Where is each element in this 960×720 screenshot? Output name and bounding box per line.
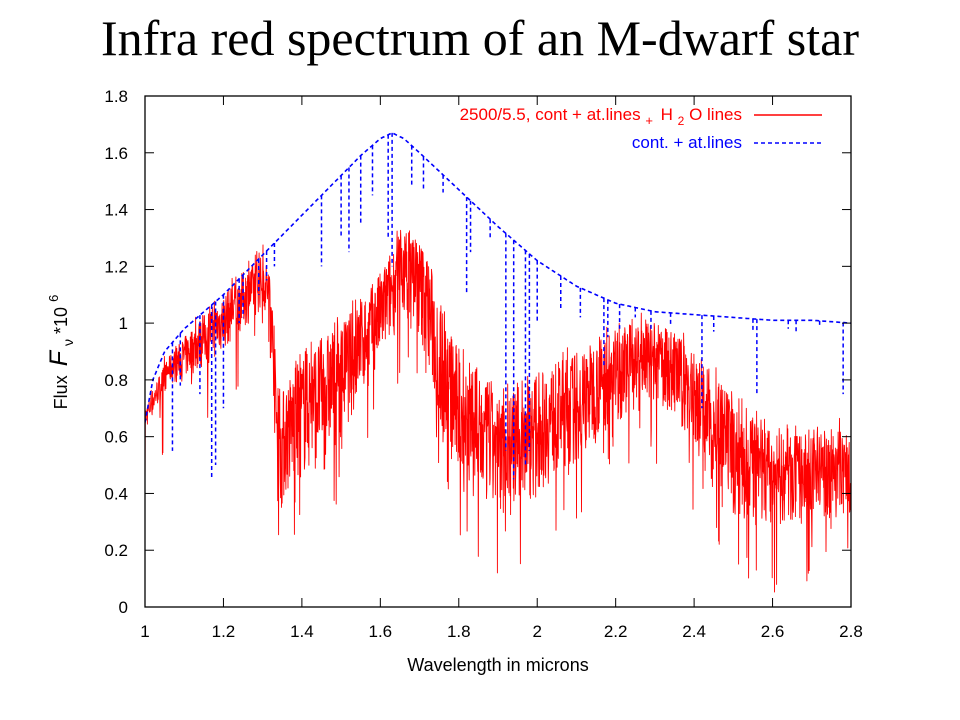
y-tick-label: 0.6 [104, 428, 128, 447]
red-spectrum-line [145, 229, 851, 593]
y-axis: 0 0.2 0.4 0.6 0.8 1 1.2 1.4 1.6 1.8 [104, 87, 851, 617]
y-tick-label: 1 [119, 314, 128, 333]
series-red-h2o-lines [145, 229, 851, 593]
legend: 2500/5.5, cont + at.lines + H 2 O lines … [460, 105, 822, 152]
y-tick-label: 0 [119, 598, 128, 617]
legend-red-main: 2500/5.5, cont + at.lines [460, 105, 641, 124]
x-tick-label: 1.8 [447, 622, 471, 641]
y-tick-label: 0.8 [104, 371, 128, 390]
y-tick-label: 0.4 [104, 484, 128, 503]
blue-continuum-line [145, 132, 851, 423]
x-tick-label: 1.2 [212, 622, 236, 641]
y-axis-label-suffix: *10 [51, 307, 71, 334]
x-tick-label: 2.4 [682, 622, 706, 641]
y-tick-label: 1.6 [104, 144, 128, 163]
y-axis-label-exponent: 6 [46, 295, 61, 302]
x-axis: 1 1.2 1.4 1.6 1.8 2 2.2 2.4 2.6 2.8 [140, 96, 863, 641]
y-tick-label: 0.2 [104, 541, 128, 560]
y-axis-label-symbol: F [45, 349, 73, 366]
y-tick-label: 1.2 [104, 257, 128, 276]
legend-red-sub: 2 [678, 114, 685, 128]
y-tick-label: 1.8 [104, 87, 128, 106]
x-tick-label: 1 [140, 622, 149, 641]
legend-entry-blue: cont. + at.lines [632, 133, 742, 152]
y-tick-label: 1.4 [104, 201, 128, 220]
x-tick-label: 2 [532, 622, 541, 641]
slide-title: Infra red spectrum of an M-dwarf star [100, 10, 859, 66]
legend-red-tail: O lines [689, 105, 742, 124]
series-blue-at-lines [145, 132, 851, 480]
legend-red-plus: + [645, 113, 653, 128]
plot-area [145, 132, 851, 593]
y-axis-label-subscript: ν [60, 339, 76, 346]
y-axis-label-prefix: Flux [51, 375, 71, 409]
x-tick-label: 2.8 [839, 622, 863, 641]
x-tick-label: 2.2 [604, 622, 628, 641]
x-tick-label: 2.6 [761, 622, 785, 641]
x-tick-label: 1.6 [369, 622, 393, 641]
x-axis-label: Wavelength in microns [407, 655, 588, 675]
legend-red-h: H [661, 105, 673, 124]
legend-entry-red: 2500/5.5, cont + at.lines + H 2 O lines [460, 105, 742, 129]
y-axis-label: Flux F ν *10 6 [45, 295, 77, 410]
x-tick-label: 1.4 [290, 622, 314, 641]
plot-frame [144, 95, 852, 608]
